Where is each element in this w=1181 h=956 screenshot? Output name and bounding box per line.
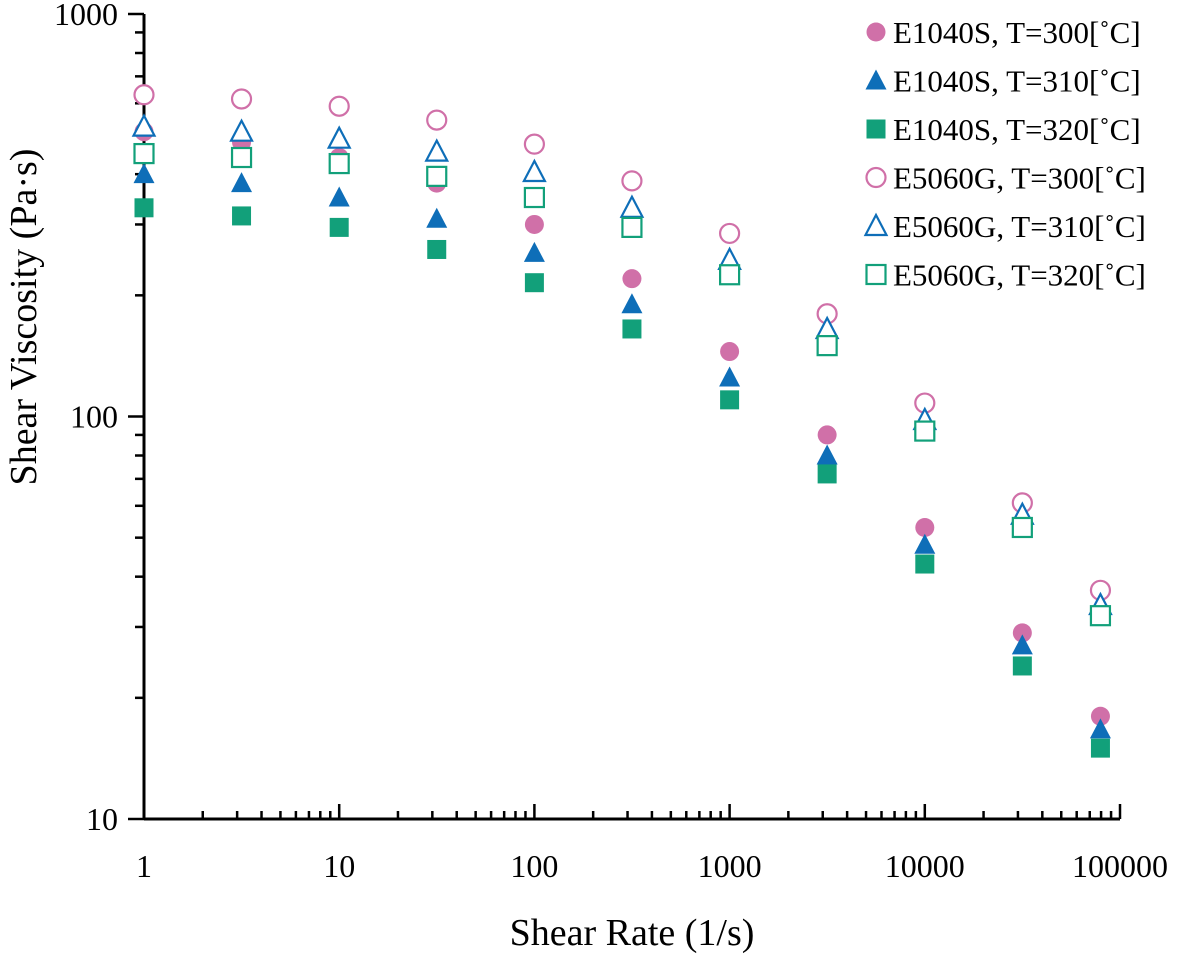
legend-entry: E5060G, T=320[˚C]	[865, 258, 1146, 293]
data-point	[232, 206, 252, 226]
y-axis-title: Shear Viscosity (Pa·s)	[3, 149, 45, 486]
data-point	[720, 390, 740, 410]
legend-entry: E1040S, T=300[˚C]	[866, 15, 1141, 50]
data-point	[622, 269, 642, 289]
data-point	[326, 125, 352, 149]
data-point	[1089, 605, 1112, 627]
x-axis-ticks	[142, 804, 1122, 819]
x-tick-label: 10	[323, 848, 355, 884]
data-point	[523, 241, 545, 262]
data-point	[816, 444, 838, 465]
data-point	[1011, 516, 1033, 539]
legend-marker	[865, 263, 887, 286]
data-point	[426, 109, 448, 131]
data-point	[329, 217, 349, 237]
legend-entry: E5060G, T=300[˚C]	[865, 161, 1146, 196]
y-tick-labels: 10 100 1000	[54, 0, 118, 837]
data-point	[230, 88, 253, 110]
data-point	[817, 464, 837, 484]
data-point	[621, 216, 643, 238]
y-tick-label: 10	[86, 801, 118, 837]
legend-marker	[865, 69, 887, 90]
series-3	[134, 198, 1110, 758]
data-point	[524, 273, 544, 293]
legend-marker	[865, 166, 887, 189]
legend-entry: E1040S, T=310[˚C]	[865, 64, 1141, 99]
data-point	[133, 84, 155, 106]
data-point	[133, 142, 155, 165]
data-point	[719, 366, 741, 387]
data-point	[523, 186, 546, 209]
legend-label: E5060G, T=300[˚C]	[893, 161, 1146, 196]
data-point	[230, 146, 253, 169]
legend-label: E1040S, T=310[˚C]	[893, 64, 1141, 99]
x-tick-label: 100000	[1072, 848, 1168, 884]
data-point	[523, 133, 546, 155]
data-point	[1090, 706, 1110, 726]
data-point	[1089, 718, 1111, 739]
data-point	[133, 163, 155, 184]
plot-marks	[131, 84, 1113, 758]
data-point	[131, 113, 157, 137]
data-point	[427, 239, 447, 259]
data-point	[524, 214, 544, 234]
legend-label: E1040S, T=320[˚C]	[893, 112, 1141, 147]
data-point	[817, 425, 837, 445]
x-tick-label: 100	[510, 848, 558, 884]
legend-entry: E1040S, T=320[˚C]	[866, 112, 1141, 147]
legend-label: E5060G, T=310[˚C]	[893, 209, 1146, 244]
data-point	[328, 95, 350, 117]
legend-entry: E5060G, T=310[˚C]	[863, 209, 1146, 244]
x-tick-label: 1000	[698, 848, 762, 884]
x-tick-label: 10000	[885, 848, 965, 884]
legend-marker	[866, 119, 886, 139]
data-point	[1012, 656, 1032, 676]
data-point	[522, 158, 547, 183]
legend-marker	[866, 22, 886, 42]
data-point	[134, 198, 154, 218]
data-point	[231, 172, 253, 193]
data-point	[718, 264, 741, 286]
data-point	[915, 554, 935, 574]
legend: E1040S, T=300[˚C] E1040S, T=310[˚C] E1040S…	[863, 15, 1146, 293]
legend-label: E5060G, T=320[˚C]	[893, 258, 1146, 293]
y-tick-label: 1000	[54, 0, 118, 32]
data-point	[621, 170, 643, 192]
data-point	[914, 533, 936, 554]
data-point	[621, 293, 643, 314]
data-point	[328, 152, 350, 175]
data-point	[1012, 623, 1032, 643]
data-point	[915, 517, 935, 537]
series-2	[133, 163, 1111, 739]
data-point	[1011, 634, 1033, 655]
x-axis-title: Shear Rate (1/s)	[510, 912, 755, 954]
legend-label: E1040S, T=300[˚C]	[893, 15, 1141, 50]
data-point	[816, 335, 838, 357]
data-point	[619, 194, 645, 218]
legend-marker	[863, 212, 889, 237]
x-tick-label: 1	[136, 848, 152, 884]
data-point	[229, 118, 254, 142]
data-point	[720, 342, 740, 362]
data-point	[426, 165, 448, 187]
y-tick-label: 100	[70, 399, 118, 435]
series-6	[133, 142, 1112, 627]
data-point	[328, 186, 350, 207]
data-point	[718, 222, 741, 245]
data-point	[914, 420, 936, 442]
x-tick-labels: 1 10 100 1000 10000 100000	[136, 848, 1168, 884]
data-point	[424, 138, 450, 162]
data-point	[622, 319, 642, 339]
data-point	[1090, 738, 1110, 758]
data-point	[426, 207, 448, 228]
